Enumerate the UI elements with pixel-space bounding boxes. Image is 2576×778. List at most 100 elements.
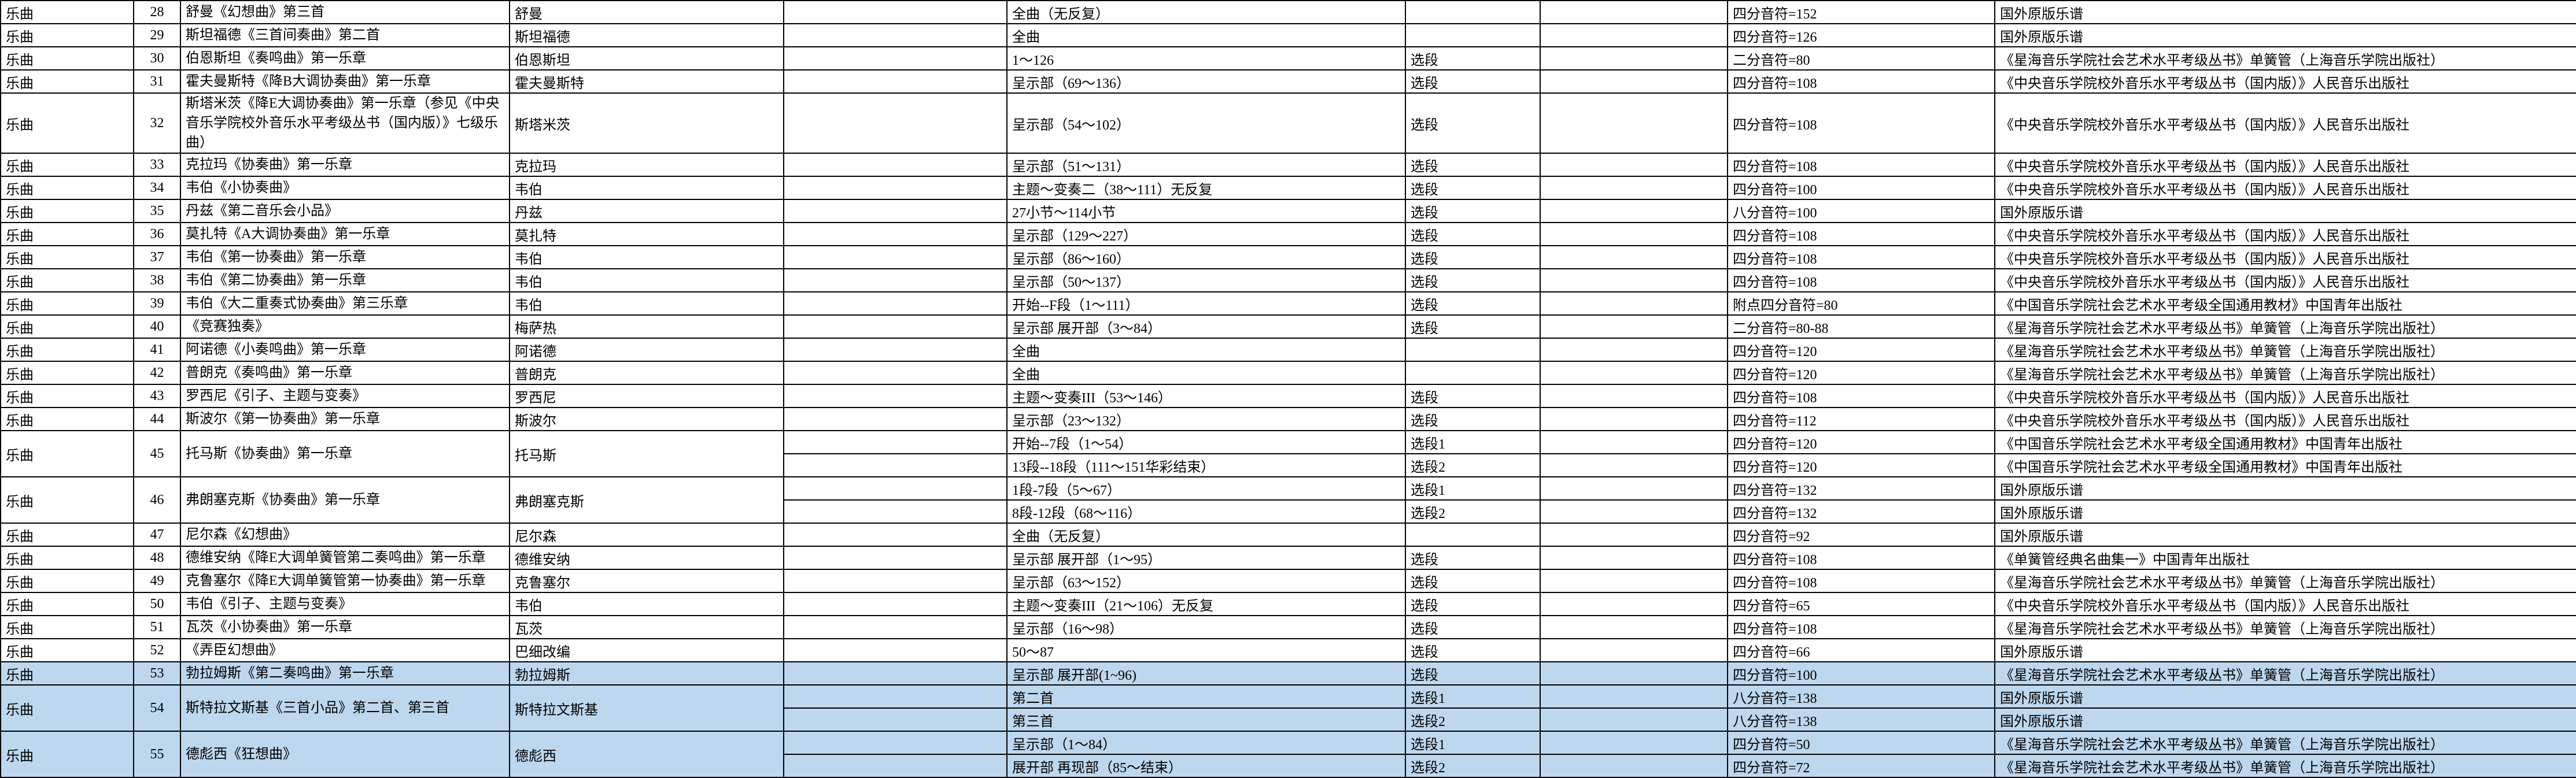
cell-blank[interactable] [1540, 638, 1728, 662]
cell-category[interactable]: 乐曲 [0, 176, 134, 200]
cell-selection[interactable]: 选段 [1405, 46, 1541, 71]
cell-title[interactable]: 舒曼《幻想曲》第三首 [180, 0, 510, 24]
cell-tempo[interactable]: 四分音符=126 [1727, 23, 1995, 47]
cell-blank[interactable] [1540, 453, 1728, 477]
cell-range[interactable]: 呈示部（129～227） [1006, 222, 1406, 246]
cell-blank[interactable] [1540, 338, 1728, 362]
cell-selection[interactable]: 选段1 [1405, 684, 1541, 709]
cell-title[interactable]: 韦伯《小协奏曲》 [180, 176, 510, 200]
cell-selection[interactable]: 选段 [1405, 592, 1541, 616]
cell-tempo[interactable]: 四分音符=120 [1727, 361, 1995, 385]
cell-blank[interactable] [783, 176, 1007, 200]
cell-number[interactable]: 54 [133, 684, 181, 732]
cell-selection[interactable]: 选段 [1405, 153, 1541, 177]
cell-number[interactable]: 50 [133, 592, 181, 616]
cell-blank[interactable] [783, 361, 1007, 385]
cell-category[interactable]: 乐曲 [0, 291, 134, 316]
cell-selection[interactable]: 选段 [1405, 176, 1541, 200]
cell-category[interactable]: 乐曲 [0, 92, 134, 154]
cell-range[interactable]: 1段-7段（5～67） [1006, 476, 1406, 501]
cell-source[interactable]: 《中央音乐学院校外音乐水平考级丛书（国内版）》人民音乐出版社 [1994, 407, 2576, 431]
cell-range[interactable]: 第三首 [1006, 707, 1406, 732]
cell-range[interactable]: 呈示部（16～98） [1006, 615, 1406, 639]
cell-title[interactable]: 伯恩斯坦《奏鸣曲》第一乐章 [180, 46, 510, 71]
cell-number[interactable]: 34 [133, 176, 181, 200]
cell-tempo[interactable]: 二分音符=80 [1727, 46, 1995, 71]
cell-blank[interactable] [1540, 222, 1728, 246]
cell-tempo[interactable]: 四分音符=152 [1727, 0, 1995, 24]
cell-blank[interactable] [1540, 291, 1728, 316]
cell-composer[interactable]: 韦伯 [509, 291, 784, 316]
cell-tempo[interactable]: 四分音符=65 [1727, 592, 1995, 616]
cell-selection[interactable]: 选段 [1405, 222, 1541, 246]
cell-range[interactable]: 第二首 [1006, 684, 1406, 709]
cell-blank[interactable] [783, 569, 1007, 593]
cell-source[interactable]: 《星海音乐学院社会艺术水平考级丛书》单簧管（上海音乐学院出版社） [1994, 754, 2576, 778]
cell-range[interactable]: 呈示部（54～102） [1006, 92, 1406, 154]
cell-range[interactable]: 开始--F段（1～111） [1006, 291, 1406, 316]
cell-blank[interactable] [783, 0, 1007, 24]
cell-range[interactable]: 27小节～114小节 [1006, 199, 1406, 223]
cell-blank[interactable] [783, 430, 1007, 454]
cell-tempo[interactable]: 四分音符=108 [1727, 245, 1995, 269]
cell-blank[interactable] [1540, 153, 1728, 177]
cell-selection[interactable]: 选段 [1405, 546, 1541, 570]
cell-selection[interactable]: 选段 [1405, 268, 1541, 292]
cell-range[interactable]: 呈示部（63～152） [1006, 569, 1406, 593]
cell-category[interactable]: 乐曲 [0, 268, 134, 292]
cell-blank[interactable] [783, 338, 1007, 362]
cell-blank[interactable] [1540, 684, 1728, 709]
cell-range[interactable]: 呈示部（86～160） [1006, 245, 1406, 269]
cell-range[interactable]: 全曲 [1006, 23, 1406, 47]
cell-blank[interactable] [783, 592, 1007, 616]
cell-tempo[interactable]: 四分音符=108 [1727, 222, 1995, 246]
cell-tempo[interactable]: 四分音符=108 [1727, 69, 1995, 94]
cell-source[interactable]: 《中国音乐学院社会艺术水平考级全国通用教材》中国青年出版社 [1994, 430, 2576, 454]
cell-range[interactable]: 呈示部（69～136） [1006, 69, 1406, 94]
cell-tempo[interactable]: 四分音符=50 [1727, 731, 1995, 755]
cell-composer[interactable]: 托马斯 [509, 430, 784, 477]
cell-blank[interactable] [1540, 731, 1728, 755]
cell-blank[interactable] [1540, 384, 1728, 408]
cell-blank[interactable] [1540, 661, 1728, 686]
cell-composer[interactable]: 克拉玛 [509, 153, 784, 177]
cell-blank[interactable] [783, 546, 1007, 570]
cell-range[interactable]: 全曲 [1006, 361, 1406, 385]
cell-selection[interactable]: 选段 [1405, 69, 1541, 94]
cell-range[interactable]: 1～126 [1006, 46, 1406, 71]
cell-composer[interactable]: 伯恩斯坦 [509, 46, 784, 71]
cell-title[interactable]: 罗西尼《引子、主题与变奏》 [180, 384, 510, 408]
cell-blank[interactable] [1540, 245, 1728, 269]
cell-number[interactable]: 38 [133, 268, 181, 292]
cell-blank[interactable] [783, 638, 1007, 662]
cell-category[interactable]: 乐曲 [0, 661, 134, 686]
cell-number[interactable]: 30 [133, 46, 181, 71]
cell-composer[interactable]: 斯坦福德 [509, 23, 784, 47]
cell-range[interactable]: 主题～变奏III（21～106）无反复 [1006, 592, 1406, 616]
cell-title[interactable]: 弗朗塞克斯《协奏曲》第一乐章 [180, 476, 510, 524]
cell-range[interactable]: 主题～变奏二（38～111）无反复 [1006, 176, 1406, 200]
cell-title[interactable]: 阿诺德《小奏鸣曲》第一乐章 [180, 338, 510, 362]
cell-category[interactable]: 乐曲 [0, 592, 134, 616]
cell-number[interactable]: 32 [133, 92, 181, 154]
cell-selection[interactable] [1405, 523, 1541, 547]
cell-selection[interactable]: 选段1 [1405, 430, 1541, 454]
cell-category[interactable]: 乐曲 [0, 638, 134, 662]
cell-source[interactable]: 国外原版乐谱 [1994, 638, 2576, 662]
cell-title[interactable]: 斯塔米茨《降E大调协奏曲》第一乐章（参见《中央音乐学院校外音乐水平考级丛书（国内… [180, 92, 510, 154]
cell-title[interactable]: 普朗克《奏鸣曲》第一乐章 [180, 361, 510, 385]
cell-range[interactable]: 呈示部（1～84） [1006, 731, 1406, 755]
cell-source[interactable]: 《中央音乐学院校外音乐水平考级丛书（国内版）》人民音乐出版社 [1994, 69, 2576, 94]
cell-number[interactable]: 52 [133, 638, 181, 662]
cell-composer[interactable]: 斯特拉文斯基 [509, 684, 784, 732]
cell-blank[interactable] [783, 23, 1007, 47]
cell-title[interactable]: 《弄臣幻想曲》 [180, 638, 510, 662]
cell-selection[interactable]: 选段 [1405, 407, 1541, 431]
cell-composer[interactable]: 瓦茨 [509, 615, 784, 639]
cell-composer[interactable]: 阿诺德 [509, 338, 784, 362]
cell-blank[interactable] [1540, 314, 1728, 339]
cell-category[interactable]: 乐曲 [0, 615, 134, 639]
cell-number[interactable]: 43 [133, 384, 181, 408]
cell-blank[interactable] [783, 661, 1007, 686]
cell-range[interactable]: 呈示部（51～131） [1006, 153, 1406, 177]
